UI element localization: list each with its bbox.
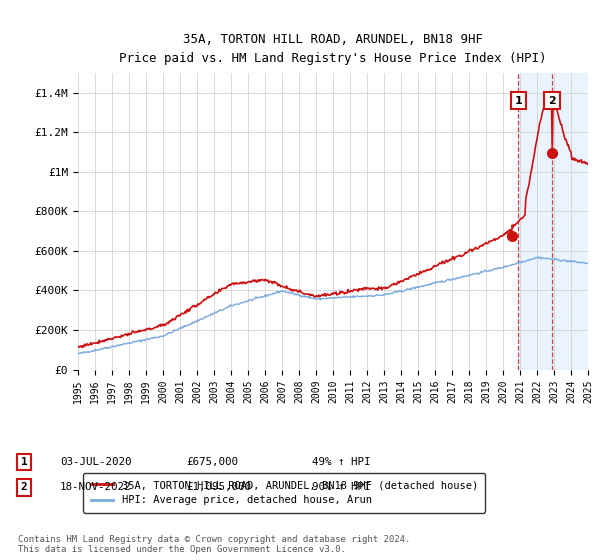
Legend: 35A, TORTON HILL ROAD, ARUNDEL, BN18 9HF (detached house), HPI: Average price, d: 35A, TORTON HILL ROAD, ARUNDEL, BN18 9HF… bbox=[83, 473, 485, 512]
Text: 2: 2 bbox=[548, 96, 556, 105]
Text: 03-JUL-2020: 03-JUL-2020 bbox=[60, 457, 131, 467]
Text: 49% ↑ HPI: 49% ↑ HPI bbox=[312, 457, 371, 467]
Text: 1: 1 bbox=[514, 96, 522, 105]
Title: 35A, TORTON HILL ROAD, ARUNDEL, BN18 9HF
Price paid vs. HM Land Registry's House: 35A, TORTON HILL ROAD, ARUNDEL, BN18 9HF… bbox=[119, 32, 547, 65]
Bar bbox=[518, 73, 596, 370]
Text: 90% ↑ HPI: 90% ↑ HPI bbox=[312, 482, 371, 492]
Text: 2: 2 bbox=[20, 482, 28, 492]
Text: £675,000: £675,000 bbox=[186, 457, 238, 467]
Text: 18-NOV-2022: 18-NOV-2022 bbox=[60, 482, 131, 492]
Text: Contains HM Land Registry data © Crown copyright and database right 2024.
This d: Contains HM Land Registry data © Crown c… bbox=[18, 535, 410, 554]
Text: 1: 1 bbox=[20, 457, 28, 467]
Text: £1,095,000: £1,095,000 bbox=[186, 482, 251, 492]
